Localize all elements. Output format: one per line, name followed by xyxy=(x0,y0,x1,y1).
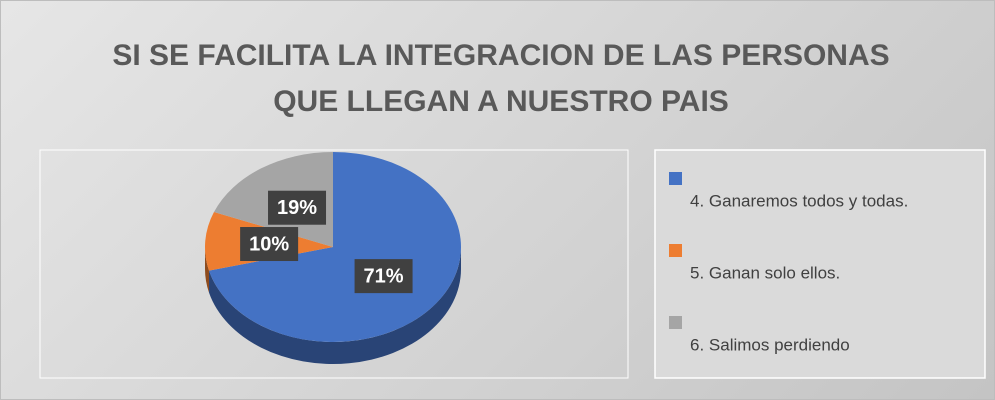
legend-box xyxy=(654,149,986,379)
chart-title: SI SE FACILITA LA INTEGRACION DE LAS PER… xyxy=(112,39,890,118)
data-label: 71% xyxy=(364,265,404,287)
legend-marker xyxy=(669,244,682,257)
data-label-box xyxy=(268,190,327,225)
legend-label: 5. Ganan solo ellos. xyxy=(690,263,840,282)
legend-label: 6. Salimos perdiendo xyxy=(690,335,850,354)
data-label-box xyxy=(354,259,413,294)
plot-area xyxy=(39,149,629,379)
legend-label: 4. Ganaremos todos y todas. xyxy=(690,191,908,210)
pie-slice-side xyxy=(209,247,461,364)
legend-marker xyxy=(669,172,682,185)
data-label-box xyxy=(240,227,299,262)
pie-slice xyxy=(209,152,461,342)
data-label: 10% xyxy=(249,233,289,255)
pie-slice-side xyxy=(205,247,210,293)
legend-marker xyxy=(669,316,682,329)
data-label: 19% xyxy=(277,197,317,219)
